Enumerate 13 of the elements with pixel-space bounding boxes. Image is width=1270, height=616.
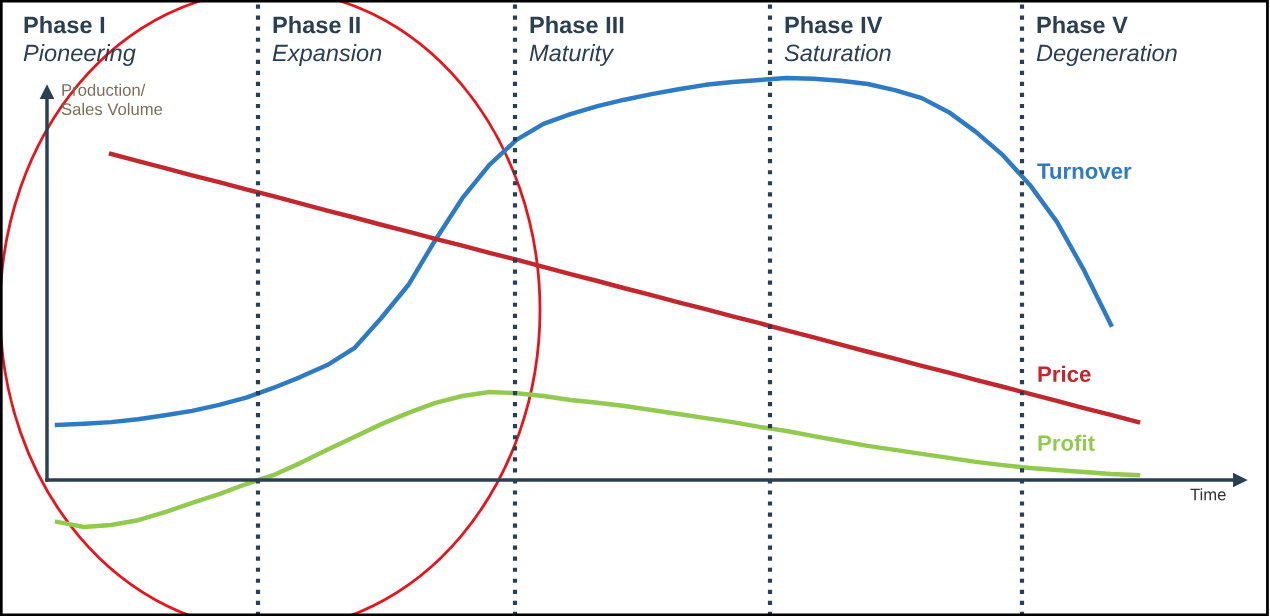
text: Maturity [529, 44, 615, 67]
series-label: Price [1038, 365, 1091, 382]
text: Phase III [530, 16, 624, 34]
text: Degeneration [1036, 44, 1177, 67]
series-label: Profit [1038, 434, 1095, 451]
x-axis-title: Time [1190, 488, 1226, 501]
text: Phase IV [785, 16, 883, 34]
series-label: Turnover [1037, 163, 1132, 179]
text: Saturation [784, 44, 891, 62]
text: Phase II [273, 16, 360, 34]
text: Phase I [24, 16, 105, 34]
text: Phase V [1037, 16, 1128, 34]
text: Expansion [272, 44, 382, 67]
